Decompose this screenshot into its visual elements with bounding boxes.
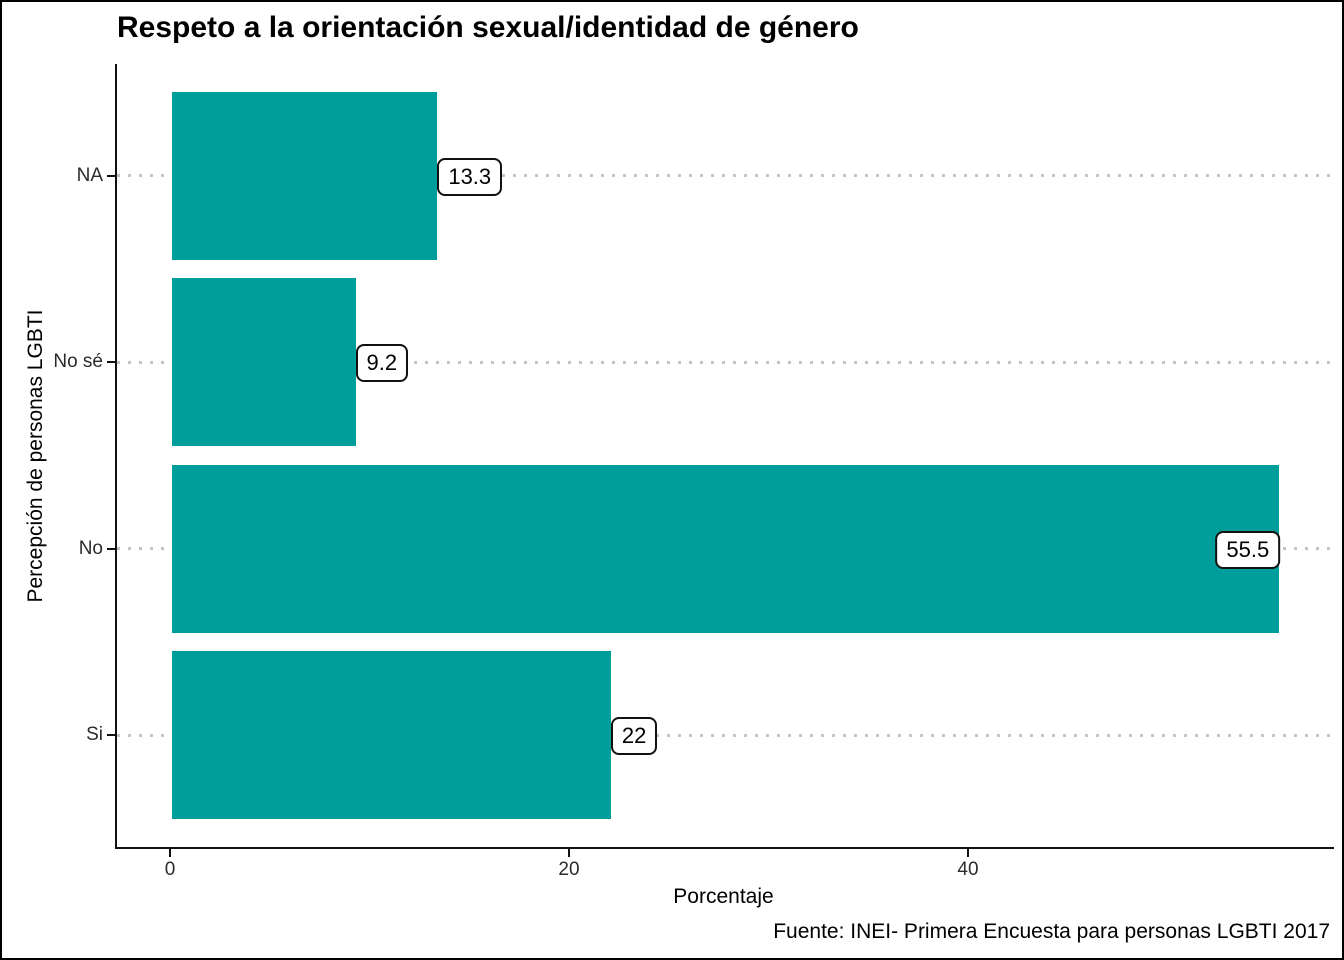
category-label: NA: [76, 164, 103, 186]
data-label: 55.5: [1215, 530, 1281, 569]
plot-panel: [115, 64, 1334, 849]
x-axis-tick: [169, 849, 171, 857]
y-axis-tick: [107, 174, 115, 177]
y-axis-tick: [107, 361, 115, 364]
bar: [172, 91, 438, 260]
gridline: [117, 733, 1334, 737]
y-axis-tick: [107, 734, 115, 737]
x-axis-tick: [967, 849, 969, 857]
data-label: 13.3: [437, 157, 503, 196]
category-label: No sé: [53, 351, 103, 373]
category-label: Si: [86, 724, 103, 746]
bar: [172, 464, 1280, 633]
x-tick-label: 40: [957, 859, 979, 880]
gridline: [117, 174, 1334, 178]
category-label: No: [78, 537, 103, 559]
y-axis-tick: [107, 547, 115, 550]
bar: [172, 278, 356, 447]
x-axis-tick: [568, 849, 570, 857]
x-tick-label: 0: [164, 859, 176, 880]
x-axis-title: Porcentaje: [673, 885, 774, 908]
data-label: 9.2: [355, 344, 409, 383]
y-axis-title: Percepción de personas LGBTI: [24, 309, 47, 603]
gridline: [117, 360, 1334, 364]
source-caption: Fuente: INEI- Primera Encuesta para pers…: [773, 920, 1330, 943]
bar: [172, 651, 611, 820]
chart-title: Respeto a la orientación sexual/identida…: [117, 11, 859, 44]
data-label: 22: [610, 717, 658, 756]
x-tick-label: 20: [558, 859, 580, 880]
